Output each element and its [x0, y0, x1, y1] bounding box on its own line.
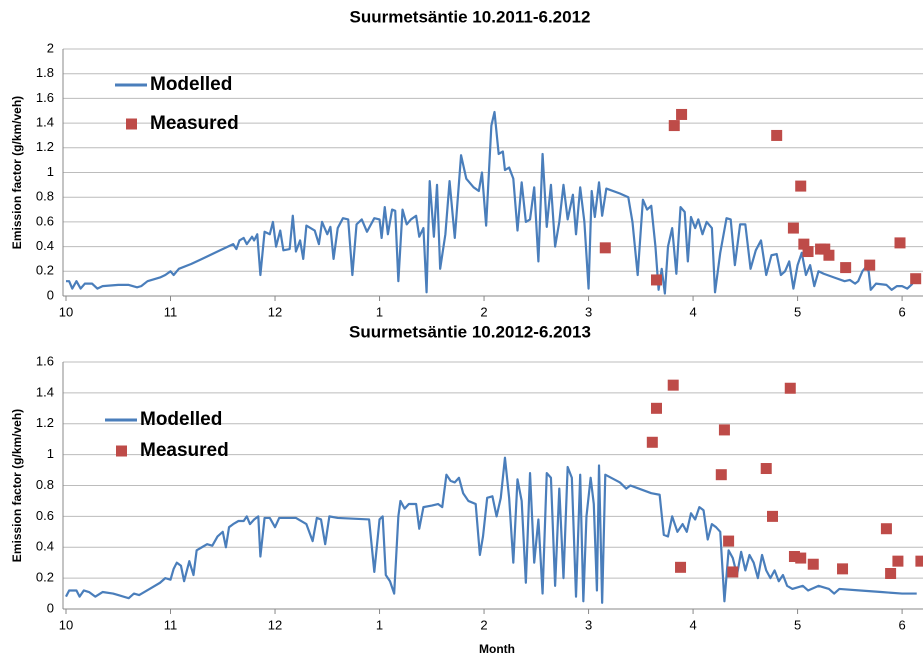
y-tick-label: 0.6 [36, 508, 54, 523]
x-tick-label: 1 [376, 617, 383, 632]
legend-label: Modelled [150, 74, 232, 95]
data-point [650, 402, 662, 414]
data-point [788, 551, 800, 563]
x-tick-label: 12 [268, 304, 282, 319]
y-tick-label: 0.2 [36, 570, 54, 585]
x-tick-label: 10 [59, 304, 73, 319]
data-point [915, 555, 923, 567]
data-point [910, 273, 922, 285]
y-tick-label: 1.2 [36, 415, 54, 430]
x-tick-label: 4 [689, 617, 696, 632]
x-tick-label: 12 [268, 617, 282, 632]
data-point [676, 108, 688, 120]
data-point [727, 566, 739, 578]
data-point [837, 563, 849, 575]
y-tick-label: 0.4 [36, 539, 54, 554]
data-point [798, 238, 810, 250]
y-tick-label: 0.6 [36, 213, 54, 228]
x-tick-label: 2 [480, 304, 487, 319]
data-point [723, 535, 735, 547]
data-line [65, 456, 917, 604]
x-tick-label: 5 [794, 304, 801, 319]
y-axis-label: Emission factor (g/km/veh) [10, 96, 24, 249]
y-tick-label: 1.4 [36, 115, 54, 130]
data-point [795, 180, 807, 192]
y-axis-label: Emission factor (g/km/veh) [10, 409, 24, 562]
x-tick-label: 4 [689, 304, 696, 319]
y-tick-label: 1.6 [36, 353, 54, 368]
y-tick-label: 0.2 [36, 263, 54, 278]
y-tick-label: 1.4 [36, 384, 54, 399]
x-tick-label: 10 [59, 617, 73, 632]
x-axis-label: Month [479, 642, 515, 656]
y-tick-label: 1 [47, 164, 54, 179]
y-tick-label: 1.2 [36, 139, 54, 154]
x-tick-label: 3 [585, 617, 592, 632]
data-point [885, 567, 897, 579]
x-tick-label: 1 [376, 304, 383, 319]
y-tick-label: 0.8 [36, 477, 54, 492]
data-point [823, 249, 835, 261]
legend-swatch [126, 118, 137, 130]
data-point [675, 561, 687, 573]
data-point [795, 552, 807, 564]
x-tick-label: 11 [164, 304, 178, 319]
chart-title: Suurmetsäntie 10.2011-6.2012 [350, 7, 591, 26]
y-tick-label: 0 [47, 600, 54, 615]
data-point [650, 274, 662, 286]
data-point [864, 259, 876, 271]
data-line [66, 110, 914, 295]
legend-label: Measured [140, 440, 229, 461]
y-tick-label: 1 [47, 446, 54, 461]
data-point [784, 382, 796, 394]
x-tick-label: 6 [898, 304, 905, 319]
x-tick-label: 11 [164, 617, 178, 632]
legend-label: Measured [150, 113, 239, 134]
legend-swatch [116, 445, 127, 457]
x-tick-label: 5 [794, 617, 801, 632]
legend-label: Modelled [140, 409, 222, 430]
plot-area [65, 379, 923, 604]
y-tick-label: 1.6 [36, 90, 54, 105]
chart-title: Suurmetsäntie 10.2012-6.2013 [349, 322, 591, 341]
data-point [819, 243, 831, 255]
y-tick-label: 0 [47, 287, 54, 302]
plot-area [66, 108, 922, 295]
data-point [715, 469, 727, 481]
data-point [880, 523, 892, 535]
data-point [892, 555, 904, 567]
data-point [646, 436, 658, 448]
data-point [599, 242, 611, 254]
x-tick-label: 3 [585, 304, 592, 319]
y-tick-label: 1.8 [36, 65, 54, 80]
data-point [718, 424, 730, 436]
x-tick-label: 6 [898, 617, 905, 632]
data-point [668, 120, 680, 132]
data-point [767, 510, 779, 522]
y-tick-label: 0.4 [36, 238, 54, 253]
data-point [840, 262, 852, 274]
data-point [802, 246, 814, 258]
data-point [807, 558, 819, 570]
data-point [894, 237, 906, 249]
data-point [667, 379, 679, 391]
data-point [787, 222, 799, 234]
data-point [771, 129, 783, 141]
x-tick-label: 2 [480, 617, 487, 632]
data-point [760, 463, 772, 475]
y-tick-label: 0.8 [36, 189, 54, 204]
y-tick-label: 2 [47, 40, 54, 55]
